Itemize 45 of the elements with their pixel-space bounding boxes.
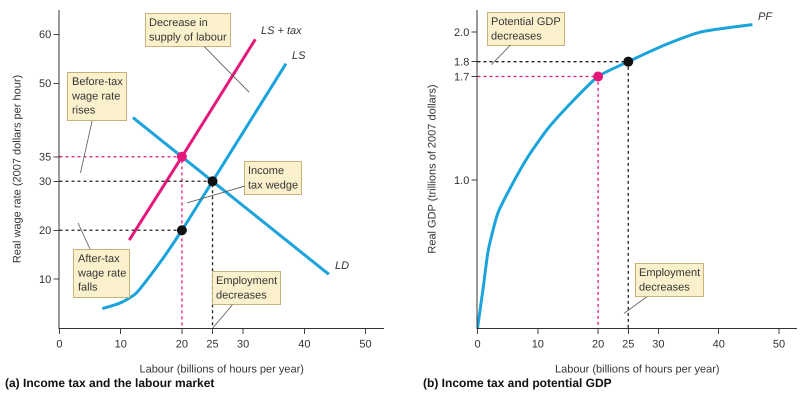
annotation: Before-tax wage rate rises: [71, 76, 124, 117]
x-axis-title: Labour (billions of hours per year): [139, 364, 304, 376]
x-tick-label: 40: [298, 338, 310, 350]
x-tick-label: 0: [56, 338, 63, 350]
annotation: Potential GDP decreases: [491, 16, 561, 42]
y-tick-label: 1.8: [454, 56, 470, 69]
y-tick-label: 35: [39, 152, 52, 164]
x-tick-label: 25: [622, 338, 634, 350]
series-label: LS: [292, 50, 306, 62]
y-tick-label: 50: [39, 78, 52, 90]
series-label: PF: [758, 11, 774, 23]
annotation: Decrease in supply of labour: [149, 17, 227, 44]
annotation: Income tax wedge: [248, 165, 298, 192]
point: [208, 176, 218, 186]
y-tick-label: 30: [39, 176, 52, 188]
y-tick-label: 20: [39, 225, 52, 238]
y-tick-label: 1.7: [454, 71, 470, 84]
y-tick-label: 1.0: [454, 174, 470, 187]
x-tick-label: 10: [114, 338, 127, 350]
text: (a) Income tax and the labour market: [5, 376, 214, 390]
x-tick-label: 20: [176, 338, 188, 350]
x-tick-label: 40: [712, 338, 725, 350]
x-tick-label: 0: [474, 338, 481, 350]
annotation: Employment decreases: [216, 275, 278, 302]
series-label: LS + tax: [261, 25, 302, 37]
point: [176, 152, 187, 162]
y-axis-title: Real GDP (trillions of 2007 dollars): [426, 84, 439, 254]
x-tick-label: 50: [772, 338, 786, 350]
annotation: Employment decreases: [639, 267, 700, 294]
x-tick-label: 30: [236, 338, 250, 350]
x-tick-label: 50: [359, 338, 372, 350]
x-axis-title: Labour (billions of hours per year): [555, 364, 720, 376]
text: (b) Income tax and potential GDP: [423, 376, 612, 390]
y-tick-label: 2.0: [454, 26, 470, 39]
x-tick-label: 20: [592, 338, 604, 350]
y-tick-label: 10: [39, 274, 52, 286]
annotation: After-tax wage rate falls: [77, 253, 126, 294]
x-tick-label: 25: [206, 338, 219, 350]
y-tick-label: 60: [39, 29, 52, 42]
point: [176, 225, 187, 236]
x-tick-label: 10: [532, 338, 544, 350]
y-axis-title: Real wage rate (2007 dollars per hour): [12, 74, 24, 264]
line-series: [131, 116, 330, 276]
series-label: LD: [335, 260, 350, 272]
x-tick-label: 30: [652, 338, 665, 350]
